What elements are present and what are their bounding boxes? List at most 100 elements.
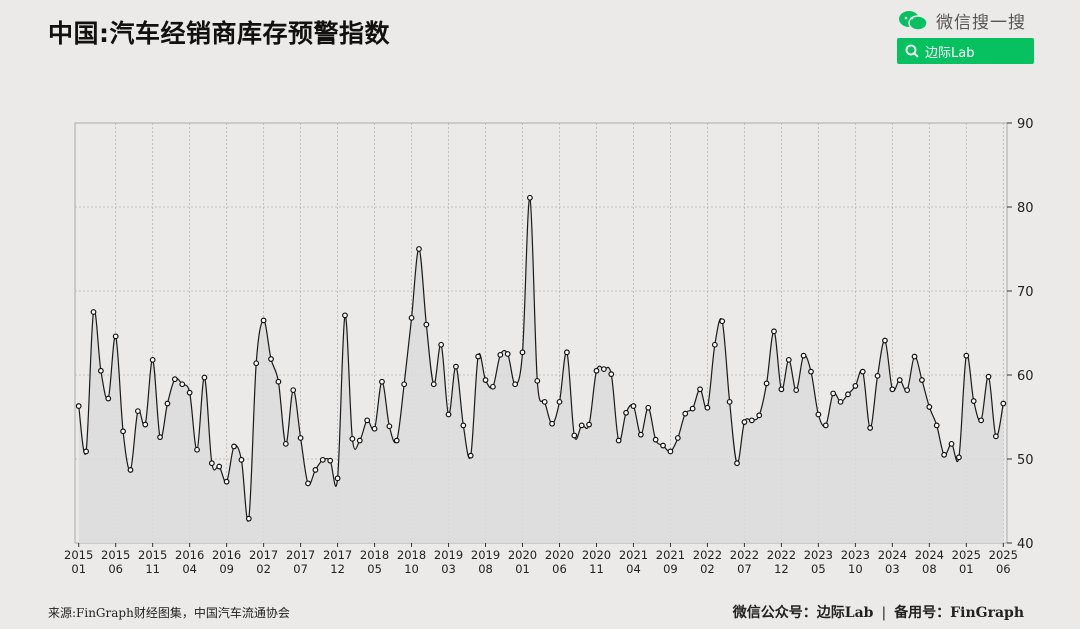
x-tick-label-year: 2016: [175, 548, 204, 562]
record-text: 备用号：FinGraph: [894, 605, 1024, 621]
data-point: [194, 446, 200, 453]
data-point: [268, 356, 274, 362]
data-point: [430, 381, 437, 388]
x-tick-label-month: 07: [737, 562, 752, 576]
x-tick-label-year: 2016: [212, 548, 241, 562]
x-tick-label-month: 07: [293, 562, 308, 576]
data-point: [245, 515, 252, 522]
data-point: [793, 387, 800, 394]
x-tick-label-month: 08: [922, 562, 937, 576]
data-point: [911, 353, 918, 360]
data-point: [941, 451, 948, 458]
x-tick-label-year: 2022: [693, 548, 722, 562]
x-tick-label-year: 2025: [989, 548, 1018, 562]
data-point: [467, 452, 474, 459]
x-tick-label-year: 2024: [878, 548, 907, 562]
x-tick-label-month: 06: [108, 562, 123, 576]
data-point: [771, 328, 777, 335]
data-point: [112, 333, 119, 340]
data-point: [541, 398, 548, 405]
data-point: [630, 403, 637, 409]
x-tick-label-year: 2019: [434, 548, 463, 562]
data-point: [785, 356, 792, 363]
data-point: [120, 428, 126, 435]
data-point: [919, 377, 925, 383]
data-point: [778, 386, 785, 393]
y-tick-label: 80: [1017, 201, 1034, 216]
data-point: [956, 454, 962, 461]
data-point: [97, 367, 104, 374]
data-point: [134, 408, 141, 415]
data-point: [689, 405, 696, 412]
data-point: [475, 353, 482, 360]
data-point: [556, 398, 563, 405]
data-point: [305, 480, 311, 487]
search-button[interactable]: 边际Lab: [897, 38, 1034, 64]
data-point: [497, 351, 504, 358]
data-point: [282, 440, 289, 447]
data-point: [356, 437, 363, 444]
data-point: [364, 417, 371, 424]
data-point: [527, 194, 533, 201]
data-point: [260, 317, 267, 324]
data-point: [741, 419, 748, 425]
data-point: [319, 456, 326, 463]
x-tick-label-month: 06: [996, 562, 1011, 576]
x-tick-label-year: 2022: [767, 548, 796, 562]
chart-title: 中国:汽车经销商库存预警指数: [48, 19, 390, 48]
brand-text: 微信搜一搜: [936, 13, 1026, 33]
data-point: [874, 372, 881, 379]
data-point: [290, 387, 297, 394]
data-point: [882, 337, 888, 344]
data-point: [667, 448, 674, 455]
data-point: [593, 367, 600, 374]
data-point: [600, 366, 607, 373]
data-point: [401, 381, 408, 388]
data-point: [90, 309, 97, 315]
data-point: [1000, 400, 1007, 407]
data-point: [645, 404, 652, 411]
data-point: [223, 478, 230, 485]
x-tick-label-month: 12: [330, 562, 345, 576]
data-point: [164, 400, 171, 407]
data-point: [231, 443, 237, 450]
data-point: [763, 380, 770, 387]
data-point: [534, 377, 541, 384]
x-tick-label-year: 2017: [286, 548, 315, 562]
x-tick-label-month: 11: [589, 562, 604, 576]
x-tick-label-year: 2020: [508, 548, 537, 562]
x-tick-label-month: 05: [367, 562, 382, 576]
x-tick-label-month: 03: [441, 562, 456, 576]
data-point: [963, 352, 970, 359]
data-point: [342, 312, 348, 319]
data-point: [859, 368, 866, 375]
data-point: [312, 467, 319, 473]
data-point: [808, 368, 814, 375]
data-point: [970, 398, 977, 404]
footer-separator: |: [881, 605, 887, 621]
data-point: [800, 352, 807, 359]
x-tick-label-year: 2023: [804, 548, 833, 562]
data-point: [371, 425, 378, 432]
data-point: [889, 386, 896, 393]
data-point: [608, 371, 615, 378]
data-point: [423, 321, 430, 328]
data-point: [216, 463, 223, 470]
data-point: [83, 448, 89, 455]
data-point: [815, 411, 822, 418]
data-point: [660, 442, 666, 449]
data-point: [157, 434, 163, 441]
y-tick-label: 60: [1017, 369, 1034, 384]
data-point: [830, 390, 837, 397]
data-point: [734, 460, 740, 467]
x-tick-label-month: 06: [552, 562, 567, 576]
data-point: [171, 376, 178, 383]
data-point: [674, 435, 681, 441]
data-point: [719, 318, 726, 325]
x-tick-label-year: 2020: [545, 548, 574, 562]
search-label: 边际Lab: [925, 45, 975, 61]
x-tick-label-year: 2022: [730, 548, 759, 562]
data-point: [578, 422, 585, 429]
data-point: [186, 389, 193, 396]
data-point: [512, 381, 519, 388]
